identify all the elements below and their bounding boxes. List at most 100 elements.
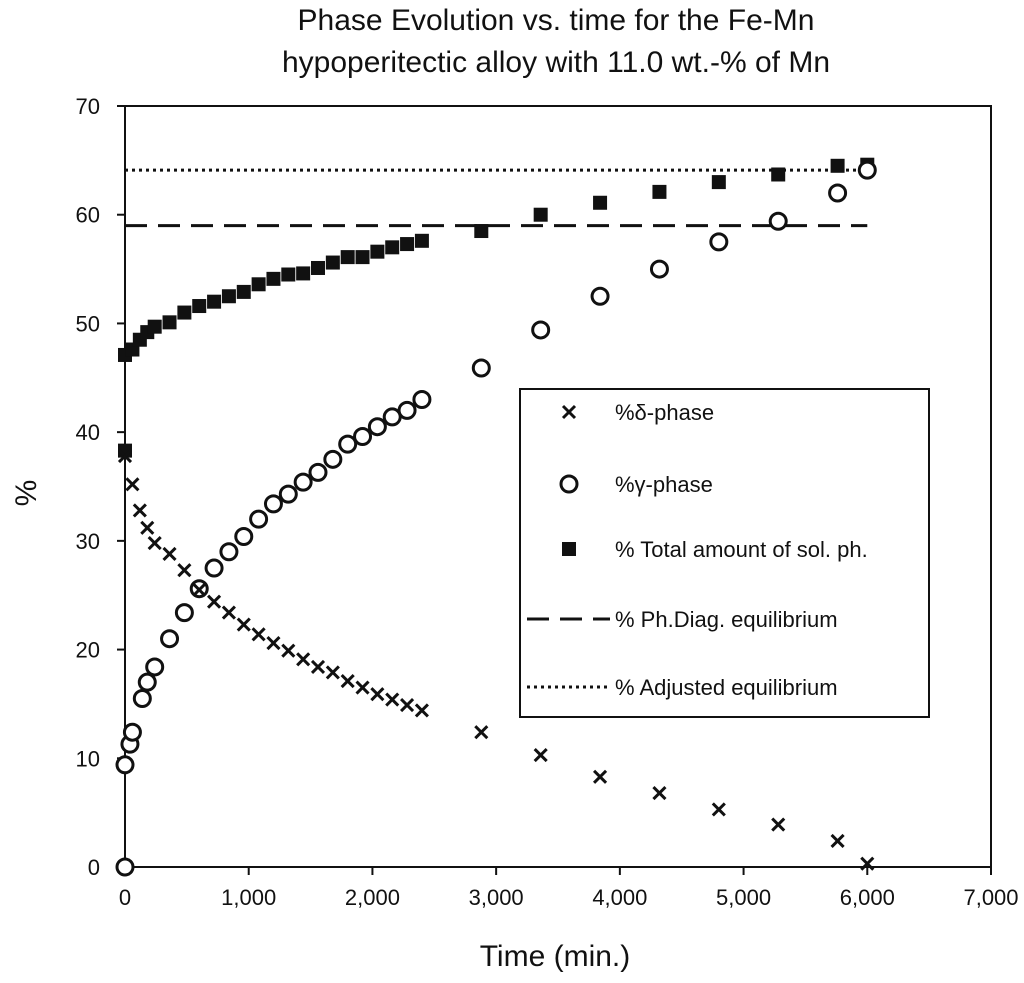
legend-label: % Ph.Diag. equilibrium xyxy=(615,607,838,632)
total-solid-phase-point xyxy=(355,250,370,265)
data-markers xyxy=(115,157,877,877)
total-solid-phase-point xyxy=(236,284,251,299)
legend-marker-circle xyxy=(559,474,579,494)
delta-phase-point xyxy=(162,546,177,561)
legend-marker-square xyxy=(562,542,576,556)
gamma-phase-point xyxy=(122,722,142,742)
delta-phase-point xyxy=(221,605,236,620)
delta-phase-point xyxy=(830,833,845,848)
gamma-phase-point xyxy=(768,211,788,231)
delta-phase-point xyxy=(400,697,415,713)
delta-phase-point xyxy=(310,659,326,675)
total-solid-phase-point xyxy=(340,250,355,265)
x-tick-label: 5,000 xyxy=(716,885,771,910)
total-solid-phase-point xyxy=(207,294,222,309)
delta-phase-point xyxy=(266,635,281,651)
y-tick-label: 30 xyxy=(76,529,100,554)
delta-phase-point xyxy=(207,594,222,609)
delta-phase-point xyxy=(132,503,147,518)
total-solid-phase-point xyxy=(177,305,192,320)
legend-total-solid: % Total amount of sol. ph. xyxy=(562,537,868,562)
x-axis: 0 1,000 2,000 3,000 4,000 5,000 6,000 7,000 xyxy=(119,867,1019,910)
gamma-phase-point xyxy=(160,629,180,649)
delta-phase-point xyxy=(251,627,266,642)
delta-phase-point xyxy=(771,817,786,832)
x-tick-label: 6,000 xyxy=(840,885,895,910)
plot-area-frame xyxy=(124,105,992,868)
gamma-phase-point xyxy=(249,509,269,529)
gamma-phase-point xyxy=(367,417,387,437)
gamma-phase-point xyxy=(412,390,432,410)
delta-phase-point xyxy=(340,674,355,689)
gamma-phase-point xyxy=(338,434,358,454)
y-tick-label: 10 xyxy=(76,746,100,771)
y-tick-label: 50 xyxy=(76,311,100,336)
equilibrium-lines xyxy=(125,168,868,228)
total-solid-phase-point xyxy=(385,240,400,255)
gamma-phase-point xyxy=(137,672,157,692)
legend-label: %γ-phase xyxy=(615,472,713,497)
legend-label: % Total amount of sol. ph. xyxy=(615,537,868,562)
gamma-phase-point xyxy=(590,286,610,306)
total-solid-phase-point xyxy=(147,319,162,334)
legend-label: %δ-phase xyxy=(615,400,714,425)
gamma-phase-point xyxy=(308,462,328,482)
y-tick-label: 70 xyxy=(76,94,100,119)
total-solid-phase-point xyxy=(652,184,667,199)
total-solid-phase-point xyxy=(281,267,296,282)
total-solid-phase-point xyxy=(251,277,266,292)
delta-phase-point xyxy=(414,703,429,718)
gamma-phase-point xyxy=(219,542,239,562)
total-solid-phase-point xyxy=(310,260,325,275)
gamma-phase-point xyxy=(857,160,877,180)
chart-legend: %δ-phase %γ-phase % Total amount of sol. p… xyxy=(519,388,930,718)
total-solid-phase-point xyxy=(192,299,207,314)
total-solid-phase-point xyxy=(771,167,786,182)
gamma-phase-point xyxy=(204,558,224,578)
gamma-phase-point xyxy=(278,484,298,504)
y-tick-label: 20 xyxy=(76,638,100,663)
gamma-phase-point xyxy=(293,472,313,492)
total-solid-phase-point xyxy=(370,244,385,259)
x-tick-label: 7,000 xyxy=(963,885,1018,910)
delta-phase-point xyxy=(860,856,875,871)
total-solid-phase-point xyxy=(533,207,548,222)
legend-delta-phase: %δ-phase xyxy=(561,400,714,425)
chart-title-line-1: Phase Evolution vs. time for the Fe-Mn xyxy=(298,4,815,37)
gamma-phase-point xyxy=(145,657,165,677)
gamma-phase-point xyxy=(649,259,669,279)
legend-marker-x xyxy=(561,404,577,420)
total-solid-phase-point xyxy=(221,289,236,304)
delta-phase-point xyxy=(355,680,370,695)
x-tick-label: 1,000 xyxy=(221,885,276,910)
legend-adjusted-equilibrium: % Adjusted equilibrium xyxy=(527,675,838,700)
delta-phase-point xyxy=(140,520,155,535)
total-solid-phase-point xyxy=(830,158,845,173)
delta-phase-point xyxy=(593,769,608,784)
total-solid-phase-point xyxy=(400,237,415,252)
gamma-phase-point xyxy=(234,527,254,547)
total-solid-phase-point xyxy=(711,175,726,190)
gamma-phase-point xyxy=(471,358,491,378)
total-solid-phase-point xyxy=(474,224,489,239)
gamma-phase-point xyxy=(531,320,551,340)
legend-box xyxy=(519,388,930,718)
delta-phase-point xyxy=(177,563,192,578)
total-solid-phase-point xyxy=(593,195,608,210)
x-tick-label: 4,000 xyxy=(592,885,647,910)
legend-label: % Adjusted equilibrium xyxy=(615,675,838,700)
legend-phase-diagram-equilibrium: % Ph.Diag. equilibrium xyxy=(527,607,838,632)
delta-phase-point xyxy=(533,747,548,763)
gamma-phase-point xyxy=(397,400,417,420)
total-solid-phase-point xyxy=(296,266,311,281)
delta-phase-point xyxy=(474,725,489,740)
total-solid-phase-point xyxy=(162,315,177,330)
y-axis-label: % xyxy=(10,480,43,507)
total-solid-phase-point xyxy=(266,271,281,286)
y-tick-label: 0 xyxy=(88,855,100,880)
x-axis-label: Time (min.) xyxy=(480,940,631,973)
delta-phase-point xyxy=(652,786,667,801)
delta-phase-point xyxy=(370,687,385,702)
delta-phase-point xyxy=(325,665,340,680)
gamma-phase-point xyxy=(174,603,194,623)
